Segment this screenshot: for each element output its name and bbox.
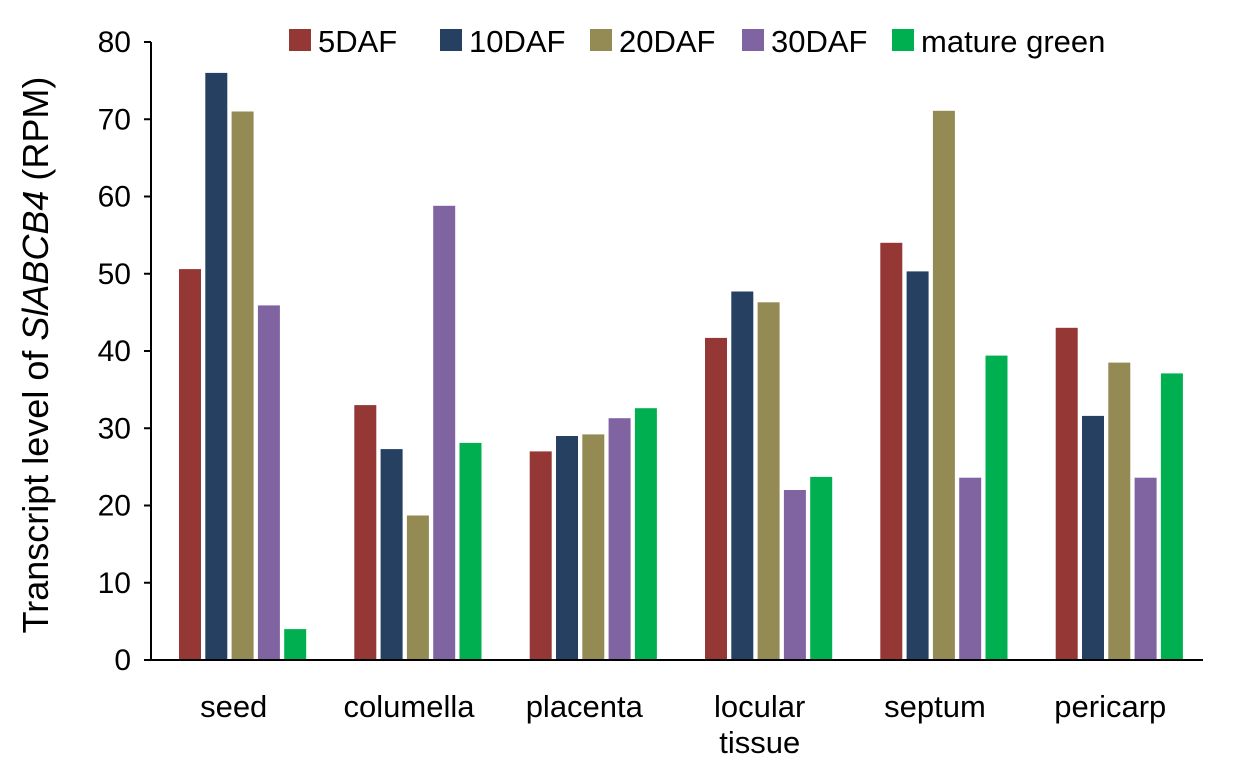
legend-label: 10DAF (469, 24, 565, 59)
legend-swatch (742, 29, 764, 51)
y-tick-label: 80 (98, 26, 131, 59)
bar (556, 436, 578, 660)
bar (433, 205, 456, 661)
y-tick-label: 40 (98, 335, 131, 368)
y-tick-label: 50 (98, 258, 131, 291)
bar (757, 302, 780, 660)
bar (257, 305, 280, 660)
bar (380, 449, 403, 660)
x-tick-label: septum (884, 689, 986, 724)
bar (284, 629, 307, 660)
bar (582, 434, 605, 660)
bar (231, 111, 254, 660)
bar (1082, 415, 1104, 660)
bar (783, 490, 806, 660)
x-tick-label: placenta (526, 689, 644, 724)
legend-label: 20DAF (619, 24, 715, 59)
legend-label: 30DAF (771, 24, 867, 59)
y-tick-label: 20 (98, 490, 131, 523)
x-tick-label: locular (714, 689, 805, 724)
y-axis-label-group: Transcript level of SlABCB4 (RPM) (15, 77, 56, 634)
legend-swatch (590, 29, 612, 51)
bar (608, 418, 631, 660)
bar (731, 291, 754, 660)
bar (906, 271, 929, 660)
bar (880, 242, 903, 661)
x-tick-label: columella (344, 689, 476, 724)
legend: 5DAF 10DAF 20DAF 30DAF mature green (289, 24, 1105, 59)
bar (1055, 327, 1078, 660)
bar (932, 110, 955, 661)
y-tick-label: 30 (98, 412, 131, 445)
legend-swatch (289, 29, 311, 51)
x-tick-label: seed (200, 689, 267, 724)
y-tick-label: 70 (98, 103, 131, 136)
bar (406, 515, 429, 660)
y-axis-label: Transcript level of SlABCB4 (RPM) (15, 77, 56, 634)
bars (179, 72, 1183, 661)
bar (705, 337, 727, 660)
bar (1160, 373, 1183, 660)
bar (354, 405, 377, 660)
y-axis-label-gene: SlABCB4 (15, 191, 56, 341)
y-axis-label-suffix: (RPM) (15, 77, 56, 191)
legend-label: mature green (921, 24, 1105, 59)
bar (529, 451, 552, 660)
bar (1108, 362, 1131, 660)
y-tick-label: 60 (98, 181, 131, 214)
x-tick-label: pericarp (1054, 689, 1166, 724)
bar (205, 72, 228, 660)
legend-swatch (892, 29, 914, 51)
y-axis-label-prefix: Transcript level of (15, 341, 56, 634)
x-tick-label: tissue (719, 725, 800, 760)
bar (179, 269, 201, 660)
bar (959, 477, 982, 660)
legend-label: 5DAF (318, 24, 397, 59)
bar (810, 476, 833, 660)
bar (459, 442, 482, 660)
bar (1134, 477, 1157, 660)
y-axis-ticks: 0 10 20 30 40 50 60 70 80 (98, 26, 151, 677)
y-tick-label: 0 (114, 644, 131, 677)
y-tick-label: 10 (98, 567, 131, 600)
bar (634, 408, 657, 660)
legend-swatch (440, 29, 462, 51)
bar (985, 355, 1008, 660)
axes (144, 42, 1203, 661)
